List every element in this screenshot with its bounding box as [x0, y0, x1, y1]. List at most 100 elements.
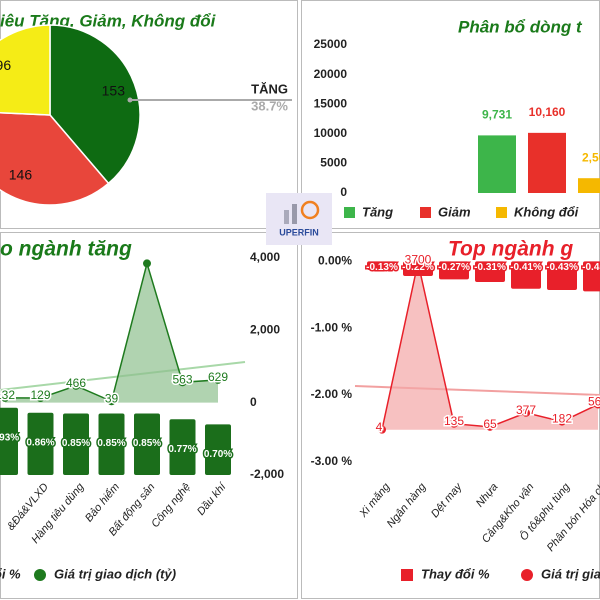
bar-value-label: 0.86% — [26, 437, 54, 448]
legend-label: Giá trị giao dịch (tỷ) — [54, 566, 176, 581]
point-label: 182 — [552, 412, 572, 426]
legend-swatch — [401, 569, 413, 581]
point — [214, 375, 222, 384]
pie-slice — [0, 24, 51, 116]
slice-label: 146 — [9, 166, 33, 182]
legend-label: Thay đổi % — [421, 566, 490, 581]
point — [107, 397, 116, 406]
point — [522, 408, 530, 417]
pie-slice — [0, 112, 110, 206]
area — [382, 262, 598, 430]
point — [378, 425, 386, 434]
logo-bg — [266, 193, 332, 245]
point-label: 377 — [516, 403, 536, 417]
pie-panel: iêu Tăng, Giảm, Không đổi15314696TĂNG38.… — [0, 11, 292, 206]
y-tick-label: -1.00 % — [311, 320, 353, 334]
point — [1, 393, 9, 402]
legend-label: Giảm — [438, 204, 471, 219]
point-label: 629 — [208, 370, 228, 384]
bar — [578, 178, 600, 193]
point — [143, 259, 151, 268]
bar — [478, 135, 516, 193]
area — [5, 263, 218, 403]
bar-value-label: -0.22% — [402, 262, 434, 273]
bar — [528, 132, 566, 193]
logo-icon — [292, 204, 297, 224]
y-tick-label: 0 — [340, 185, 347, 199]
point — [36, 394, 45, 403]
bar — [439, 261, 469, 280]
legend-swatch — [420, 207, 431, 218]
point-label: 560 — [588, 395, 600, 409]
value-label: 2,500 — [582, 150, 600, 164]
bar — [134, 413, 160, 475]
point — [72, 381, 80, 390]
legend-swatch — [521, 569, 533, 581]
point-label: 4 — [376, 420, 383, 434]
bar — [27, 412, 54, 475]
y2-tick-label: 2,000 — [250, 323, 280, 337]
bar-value-label: -0.31% — [474, 262, 506, 273]
bar — [205, 424, 231, 475]
y-tick-label: 0.00% — [318, 254, 352, 268]
y-tick-label: -3.00 % — [311, 454, 353, 468]
bar — [63, 413, 89, 475]
bar-value-label: -0.41% — [510, 262, 542, 273]
legend-label: Thay đổi % — [0, 566, 21, 581]
bar — [98, 413, 125, 475]
point — [450, 419, 458, 428]
bar — [403, 261, 433, 277]
x-tick-label: Nhựa — [474, 481, 501, 510]
point-label: 3700 — [405, 253, 432, 267]
logo-text: UPERFIN — [279, 227, 319, 237]
bar-value-label: 0.70% — [204, 449, 232, 460]
y2-tick-label: 0 — [250, 395, 257, 409]
y-tick-label: 10000 — [314, 126, 348, 140]
point — [594, 400, 600, 409]
x-tick-label: Dầu khí — [195, 480, 229, 517]
legend-label: Không đổi — [514, 204, 579, 219]
x-tick-label: Dệt may — [429, 480, 465, 520]
y2-tick-label: -2,000 — [250, 467, 284, 481]
bar — [0, 407, 18, 475]
legend-swatch — [496, 207, 507, 218]
bar-value-label: -0.27% — [438, 262, 470, 273]
point-label: 39 — [105, 391, 119, 405]
point — [178, 378, 187, 387]
point — [486, 422, 494, 431]
legend-swatch — [344, 207, 355, 218]
bar-panel: Phân bổ dòng t 0 5000 10000 15000 20000 25000 9… — [314, 17, 600, 219]
bar — [367, 261, 397, 271]
point-label: 466 — [66, 376, 86, 390]
y-tick-label: 5000 — [320, 156, 347, 170]
y2-tick-label: 4,000 — [250, 250, 280, 264]
point-label: 65 — [483, 417, 497, 431]
legend-label: Giá trị giao dịch (tỷ) — [541, 566, 600, 581]
chart-title: Top ngành g — [448, 238, 573, 261]
bar-value-label: 0.85% — [97, 438, 125, 449]
logo: UPERFIN — [266, 193, 332, 245]
pie-slice — [49, 24, 141, 185]
bar-value-label: -0.45% — [582, 262, 600, 273]
value-label: 10,160 — [529, 105, 566, 119]
bar-value-label: 0.85% — [62, 438, 90, 449]
bar — [583, 261, 600, 292]
point-label: 132 — [0, 388, 15, 402]
leader-dot — [127, 97, 133, 103]
bar-value-label: 0.93% — [0, 432, 19, 443]
slice-label: 96 — [0, 57, 11, 73]
logo-icon — [284, 210, 289, 224]
chart-title: Phân bổ dòng t — [458, 17, 583, 36]
bar — [169, 419, 196, 475]
point — [558, 417, 566, 426]
slice-label: 153 — [102, 82, 126, 98]
annotation: 38.7% — [251, 98, 288, 113]
bar — [547, 261, 577, 291]
point-label: 563 — [172, 372, 192, 386]
bar-value-label: 0.77% — [168, 444, 196, 455]
combo-panel: o ngành tăng 4,000 2,000 0 -2,000 0.93% 0.86% 0… — [0, 238, 284, 581]
bar — [511, 261, 541, 289]
chart-title: o ngành tăng — [0, 238, 132, 261]
bar-value-label: -0.43% — [546, 262, 578, 273]
